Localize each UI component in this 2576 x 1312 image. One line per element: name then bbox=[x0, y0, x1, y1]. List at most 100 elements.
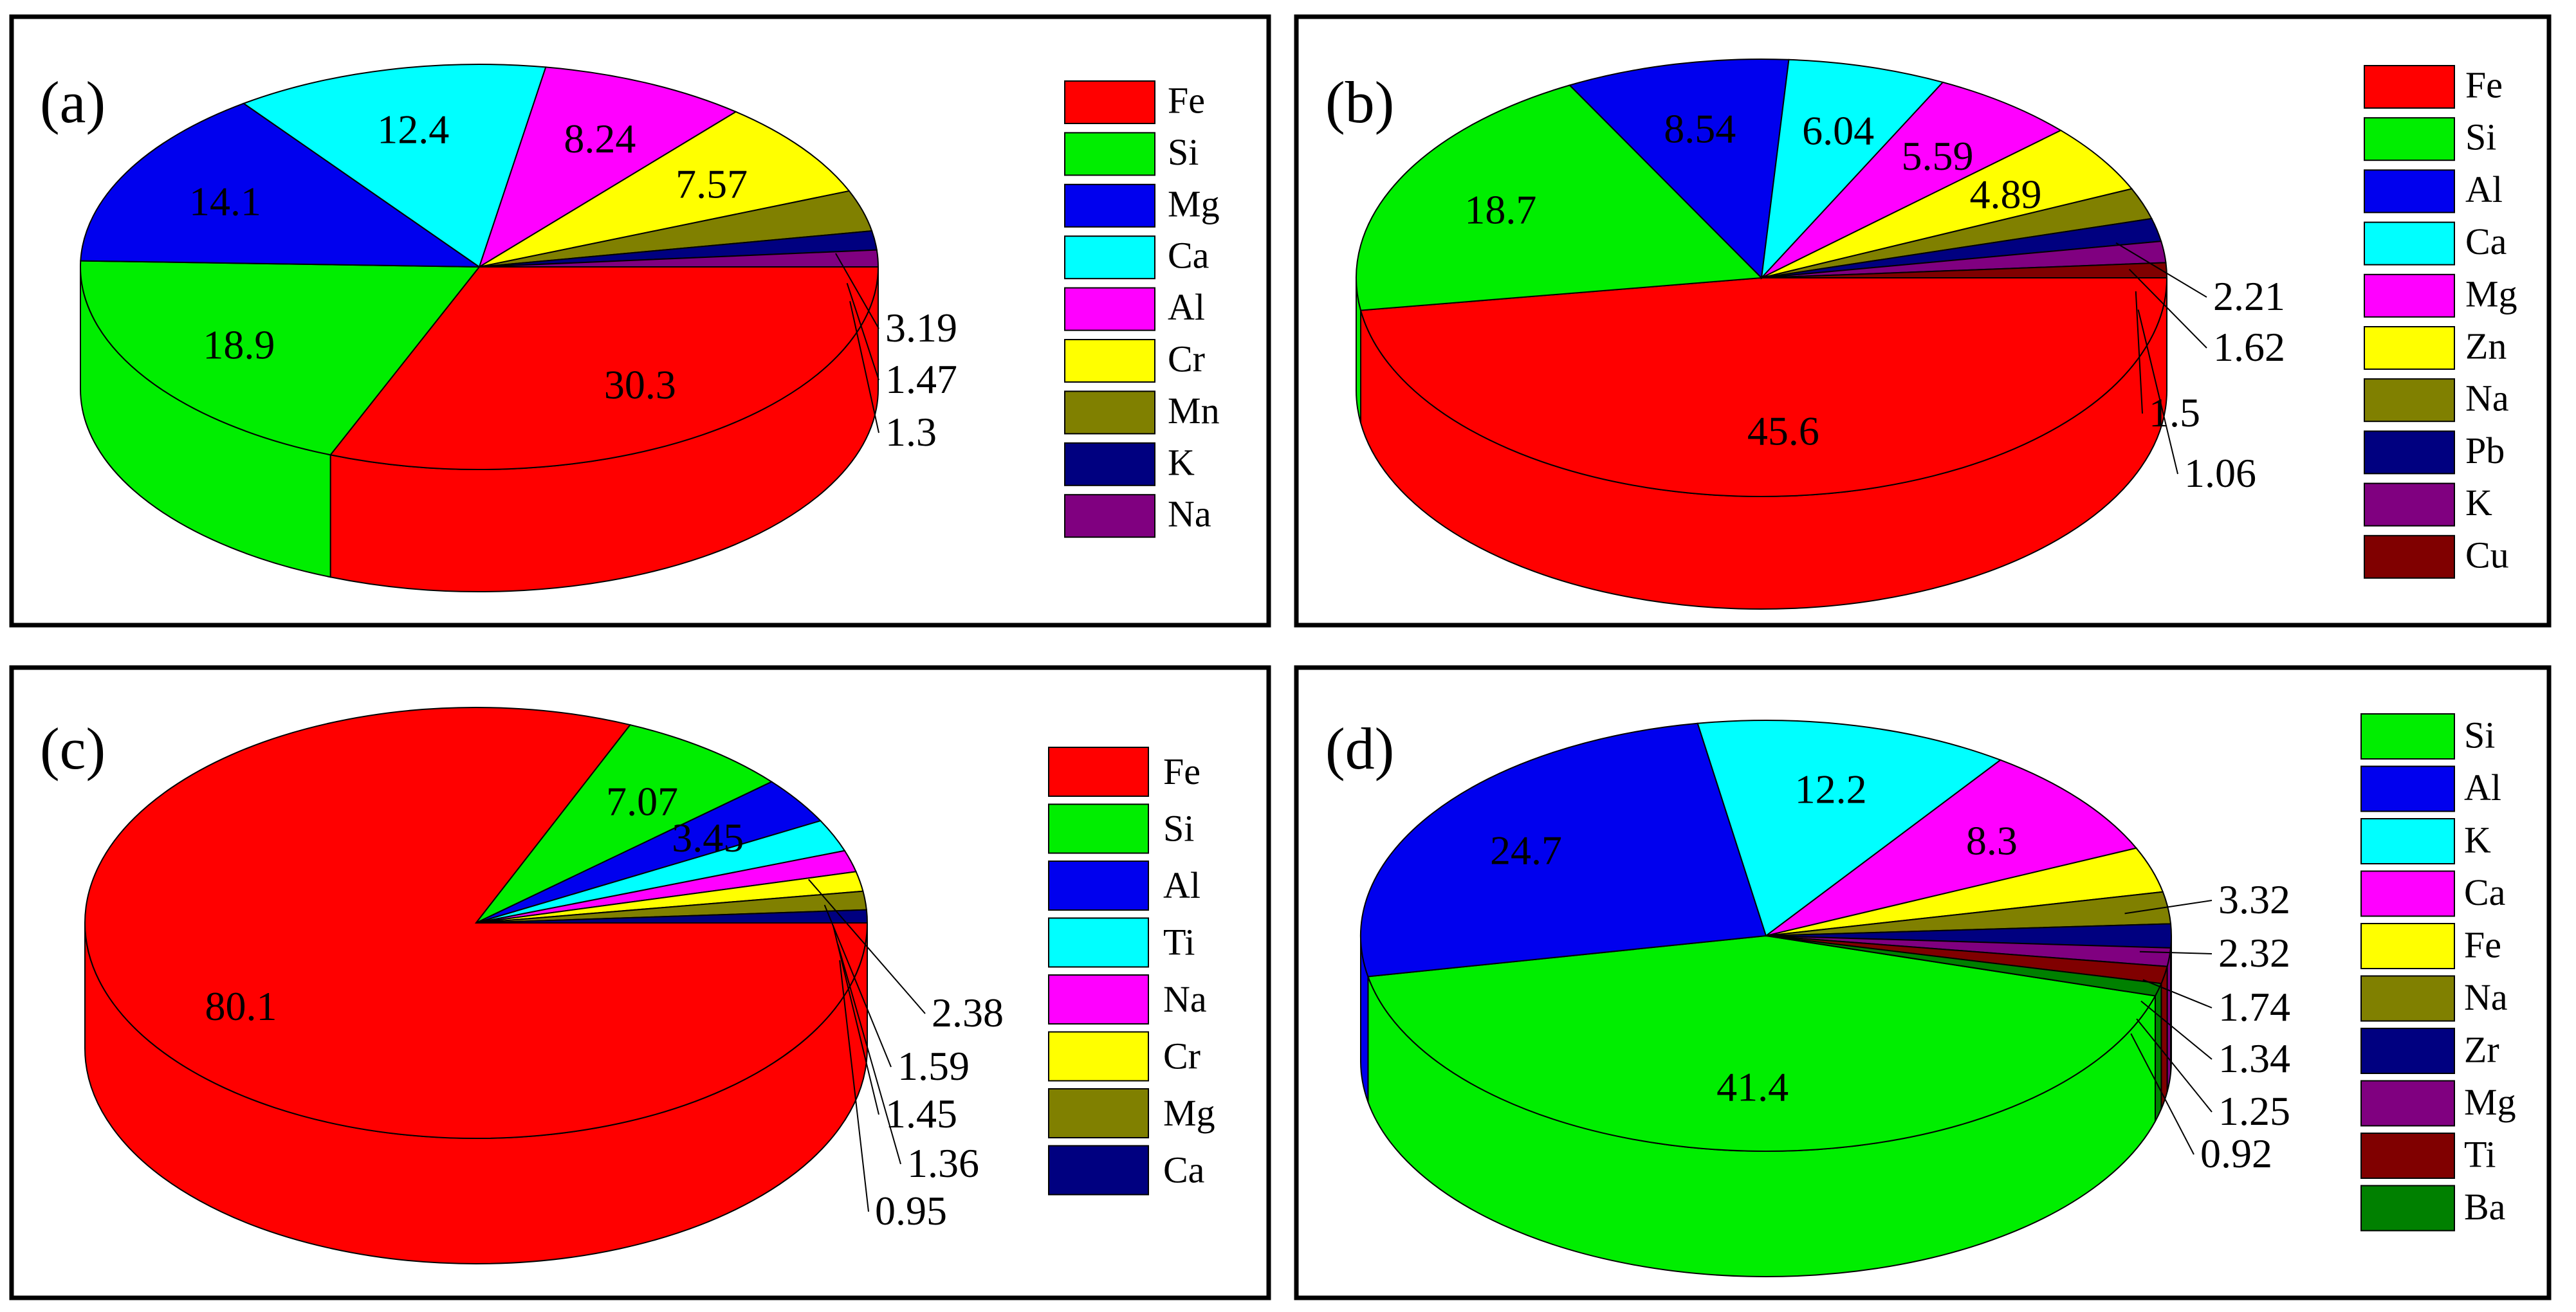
leader-line bbox=[849, 301, 879, 433]
legend-label: Ca bbox=[1168, 235, 1209, 277]
legend-swatch-fe bbox=[2364, 65, 2455, 109]
pie-slice-si bbox=[1356, 84, 1763, 311]
legend: Si Al K Ca Fe Na Zr Mg Ti Ba bbox=[2360, 713, 2516, 1232]
legend-swatch-fe bbox=[2360, 923, 2455, 969]
legend-swatch-zr bbox=[2360, 1028, 2455, 1074]
leader-line bbox=[837, 944, 901, 1165]
data-label: 1.3 bbox=[885, 409, 937, 455]
legend-swatch-al bbox=[2364, 169, 2455, 214]
data-label: 3.32 bbox=[2218, 877, 2290, 922]
panel-label: (b) bbox=[1325, 69, 1394, 135]
pie-slice-si bbox=[475, 724, 773, 924]
legend-label: Al bbox=[2465, 169, 2503, 210]
legend-swatch-ca bbox=[2360, 870, 2455, 917]
legend-swatch-mg bbox=[2360, 1080, 2455, 1127]
data-label: 41.4 bbox=[1716, 1064, 1789, 1109]
panel-frame bbox=[9, 14, 1271, 628]
legend-swatch-na bbox=[2364, 378, 2455, 423]
legend-swatch-si bbox=[1048, 803, 1149, 854]
data-label: 5.59 bbox=[1901, 133, 1973, 179]
chart-panel-b: 45.6 18.7 8.54 6.04 5.594.89 2.21 1.62 1.5 1.06 (… bbox=[1294, 14, 2552, 628]
legend-swatch-ti bbox=[1048, 917, 1149, 968]
legend-swatch-mg bbox=[1064, 183, 1155, 228]
legend-swatch-k bbox=[2364, 482, 2455, 527]
legend-swatch-al bbox=[1048, 861, 1149, 911]
chart-panel-c: 80.1 7.073.45 2.38 1.591.451.360.95 (c) Fe Si A… bbox=[9, 665, 1271, 1300]
data-label: 12.4 bbox=[377, 106, 449, 152]
legend-swatch-ca bbox=[1064, 235, 1155, 280]
pie-slice-ba bbox=[1765, 935, 2162, 997]
legend-label: Al bbox=[1168, 286, 1205, 328]
leader-line bbox=[2128, 268, 2207, 349]
legend-swatch-al bbox=[1064, 287, 1155, 331]
pie-slice-ca bbox=[1760, 59, 1944, 280]
legend-swatch-mg bbox=[2364, 273, 2455, 318]
data-label: 2.38 bbox=[932, 990, 1004, 1035]
data-label: 24.7 bbox=[1490, 828, 1562, 873]
pie-slice-cu bbox=[1761, 262, 2168, 278]
data-label: 80.1 bbox=[205, 983, 277, 1029]
legend-swatch-cu bbox=[2364, 534, 2455, 579]
data-label: 8.54 bbox=[1664, 105, 1736, 151]
leader-line bbox=[835, 253, 879, 329]
data-label: 1.62 bbox=[2213, 324, 2285, 370]
legend-label: Na bbox=[2464, 976, 2508, 1018]
leader-line bbox=[2142, 979, 2213, 1008]
legend-swatch-cr bbox=[1064, 339, 1155, 383]
leader-line bbox=[2139, 951, 2213, 954]
leader-line bbox=[2137, 309, 2178, 475]
data-label: 2.32 bbox=[2218, 930, 2290, 976]
data-label: 1.36 bbox=[907, 1140, 979, 1186]
legend-label: Mg bbox=[2464, 1081, 2516, 1123]
leader-line bbox=[2130, 1033, 2194, 1155]
legend-label: Ca bbox=[1163, 1149, 1204, 1191]
pie-slice-zn bbox=[1761, 129, 2133, 278]
pie-slice-mg bbox=[1761, 81, 2063, 278]
data-label: 1.5 bbox=[2149, 390, 2200, 435]
legend-label: Mg bbox=[1168, 183, 1220, 224]
leader-line bbox=[2115, 242, 2207, 298]
data-label: 18.9 bbox=[203, 322, 275, 368]
legend-swatch-al bbox=[2360, 765, 2455, 812]
panel-frame bbox=[9, 665, 1271, 1300]
leader-line bbox=[2124, 900, 2213, 915]
legend-label: Mg bbox=[2465, 273, 2517, 314]
leader-line bbox=[846, 282, 879, 381]
data-label: 2.21 bbox=[2213, 273, 2285, 319]
pie-slice-fe bbox=[329, 266, 879, 470]
legend-label: Si bbox=[1163, 808, 1194, 850]
legend-label: Ca bbox=[2464, 871, 2505, 913]
panel-label: (d) bbox=[1325, 716, 1394, 781]
data-label: 1.25 bbox=[2218, 1088, 2290, 1134]
legend-label: Al bbox=[1163, 864, 1201, 906]
legend-label: Mg bbox=[1163, 1092, 1215, 1134]
legend-label: Pb bbox=[2465, 430, 2505, 471]
legend-swatch-si bbox=[1064, 132, 1155, 176]
pie-wall-ba bbox=[2154, 983, 2162, 1122]
legend-swatch-k bbox=[2360, 818, 2455, 864]
leader-line bbox=[808, 879, 926, 1014]
panel-label: (c) bbox=[40, 716, 106, 781]
legend-label: Si bbox=[2465, 116, 2496, 158]
pie-slice-ca bbox=[242, 63, 547, 268]
data-label: 1.74 bbox=[2218, 984, 2290, 1030]
pie-slice-ca bbox=[475, 909, 869, 924]
pie-slice-si bbox=[80, 260, 481, 456]
leader-line bbox=[2136, 1018, 2213, 1113]
pie-slice-fe bbox=[1359, 277, 2168, 497]
legend-label: Fe bbox=[2464, 924, 2501, 966]
legend-label: Na bbox=[2465, 378, 2509, 419]
legend-label: Ti bbox=[2464, 1134, 2496, 1176]
legend-label: Ba bbox=[2464, 1186, 2505, 1228]
pie-slice-al bbox=[1568, 59, 1790, 280]
legend-label: Fe bbox=[1168, 80, 1205, 122]
legend-swatch-fe bbox=[1064, 80, 1155, 124]
legend-swatch-ti bbox=[2360, 1133, 2455, 1179]
legend-label: Na bbox=[1168, 493, 1211, 535]
data-label: 45.6 bbox=[1747, 408, 1819, 453]
panel-label: (a) bbox=[40, 69, 106, 135]
legend-label: Na bbox=[1163, 978, 1207, 1020]
legend-label: Ti bbox=[1163, 922, 1195, 963]
data-label: 0.95 bbox=[875, 1188, 947, 1234]
